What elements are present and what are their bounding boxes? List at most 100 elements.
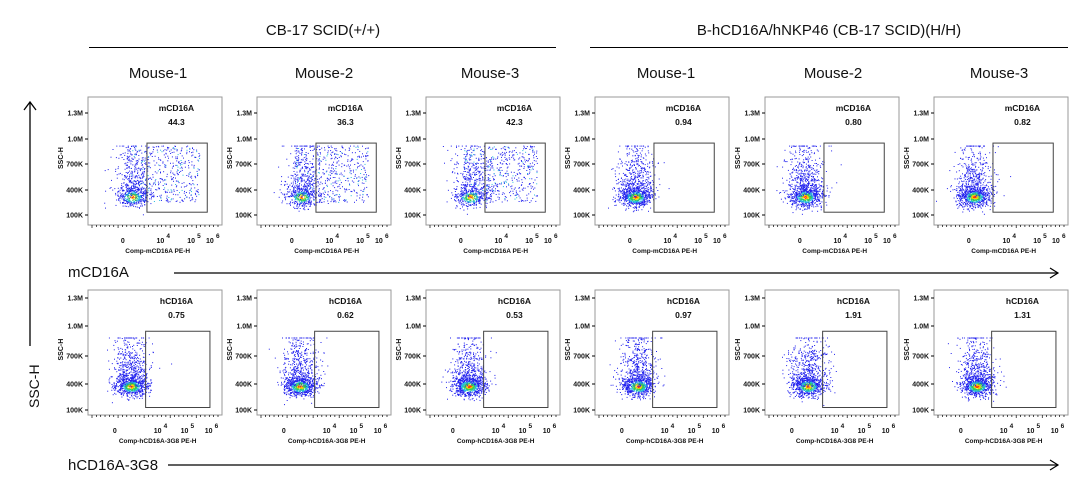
y-tick-label: 1.3M xyxy=(744,111,760,118)
data-point xyxy=(641,188,642,189)
data-point xyxy=(155,183,156,184)
data-point xyxy=(158,159,159,160)
data-point xyxy=(318,182,319,183)
data-point xyxy=(462,174,463,175)
data-point xyxy=(522,156,523,157)
data-point xyxy=(299,197,300,198)
data-point xyxy=(333,171,334,172)
data-point xyxy=(628,183,629,184)
data-point xyxy=(344,165,345,166)
data-point xyxy=(145,160,146,161)
data-point xyxy=(518,170,519,171)
data-point xyxy=(111,157,112,158)
data-point xyxy=(532,198,533,199)
data-point xyxy=(643,201,644,202)
data-point xyxy=(130,151,131,152)
data-point xyxy=(126,177,127,178)
data-point xyxy=(166,153,167,154)
data-point xyxy=(525,188,526,189)
data-point xyxy=(308,198,309,199)
data-point xyxy=(294,189,295,190)
data-point xyxy=(357,149,358,150)
data-point xyxy=(310,161,311,162)
data-point xyxy=(470,193,471,194)
data-point xyxy=(458,193,459,194)
data-point xyxy=(296,208,297,209)
data-point xyxy=(523,163,524,164)
flow-plot-svg: 100K400K700K1.0M1.3MSSC-H0 104105106Comp-… xyxy=(219,95,403,259)
data-point xyxy=(505,155,506,156)
data-point xyxy=(292,193,293,194)
data-point xyxy=(468,202,469,203)
data-point xyxy=(307,191,308,192)
data-point xyxy=(281,192,282,193)
data-point xyxy=(175,165,176,166)
data-point xyxy=(160,198,161,199)
data-point xyxy=(117,192,118,193)
data-point xyxy=(173,177,174,178)
data-point xyxy=(197,171,198,172)
data-point xyxy=(645,164,646,165)
data-point xyxy=(138,193,139,194)
data-point xyxy=(295,146,296,147)
data-point xyxy=(634,178,635,179)
data-point xyxy=(314,191,315,192)
data-point xyxy=(319,190,320,191)
data-point xyxy=(330,178,331,179)
data-point xyxy=(643,190,644,191)
data-point xyxy=(130,180,131,181)
data-point xyxy=(310,185,311,186)
data-point xyxy=(290,153,291,154)
data-point xyxy=(516,192,517,193)
data-point xyxy=(143,191,144,192)
data-point xyxy=(141,188,142,189)
data-point xyxy=(470,197,471,198)
data-point xyxy=(295,163,296,164)
data-point xyxy=(467,177,468,178)
data-point xyxy=(488,161,489,162)
data-point xyxy=(509,159,510,160)
data-point xyxy=(192,183,193,184)
data-point xyxy=(140,195,141,196)
data-point xyxy=(490,149,491,150)
data-point xyxy=(364,168,365,169)
data-point xyxy=(463,201,464,202)
data-point xyxy=(119,174,120,175)
data-point xyxy=(145,184,146,185)
data-point xyxy=(519,166,520,167)
data-point xyxy=(195,157,196,158)
data-point xyxy=(365,181,366,182)
data-point xyxy=(509,152,510,153)
data-point xyxy=(136,153,137,154)
data-point xyxy=(124,190,125,191)
data-point xyxy=(143,175,144,176)
data-point xyxy=(509,157,510,158)
data-point xyxy=(126,165,127,166)
y-tick-label: 400K xyxy=(743,188,760,195)
data-point xyxy=(281,181,282,182)
data-point xyxy=(641,209,642,210)
data-point xyxy=(132,176,133,177)
data-point xyxy=(525,178,526,179)
data-point xyxy=(466,156,467,157)
data-point xyxy=(131,201,132,202)
data-point xyxy=(349,189,350,190)
data-point xyxy=(135,206,136,207)
data-point xyxy=(470,176,471,177)
data-point xyxy=(349,185,350,186)
data-point xyxy=(525,161,526,162)
data-point xyxy=(629,187,630,188)
data-point xyxy=(126,206,127,207)
data-point xyxy=(132,205,133,206)
data-point xyxy=(522,182,523,183)
data-point xyxy=(306,176,307,177)
data-point xyxy=(487,198,488,199)
data-point xyxy=(120,188,121,189)
data-point xyxy=(167,199,168,200)
data-point xyxy=(480,178,481,179)
data-point xyxy=(503,186,504,187)
data-point xyxy=(191,152,192,153)
data-point xyxy=(306,163,307,164)
data-point xyxy=(134,199,135,200)
data-point xyxy=(464,204,465,205)
